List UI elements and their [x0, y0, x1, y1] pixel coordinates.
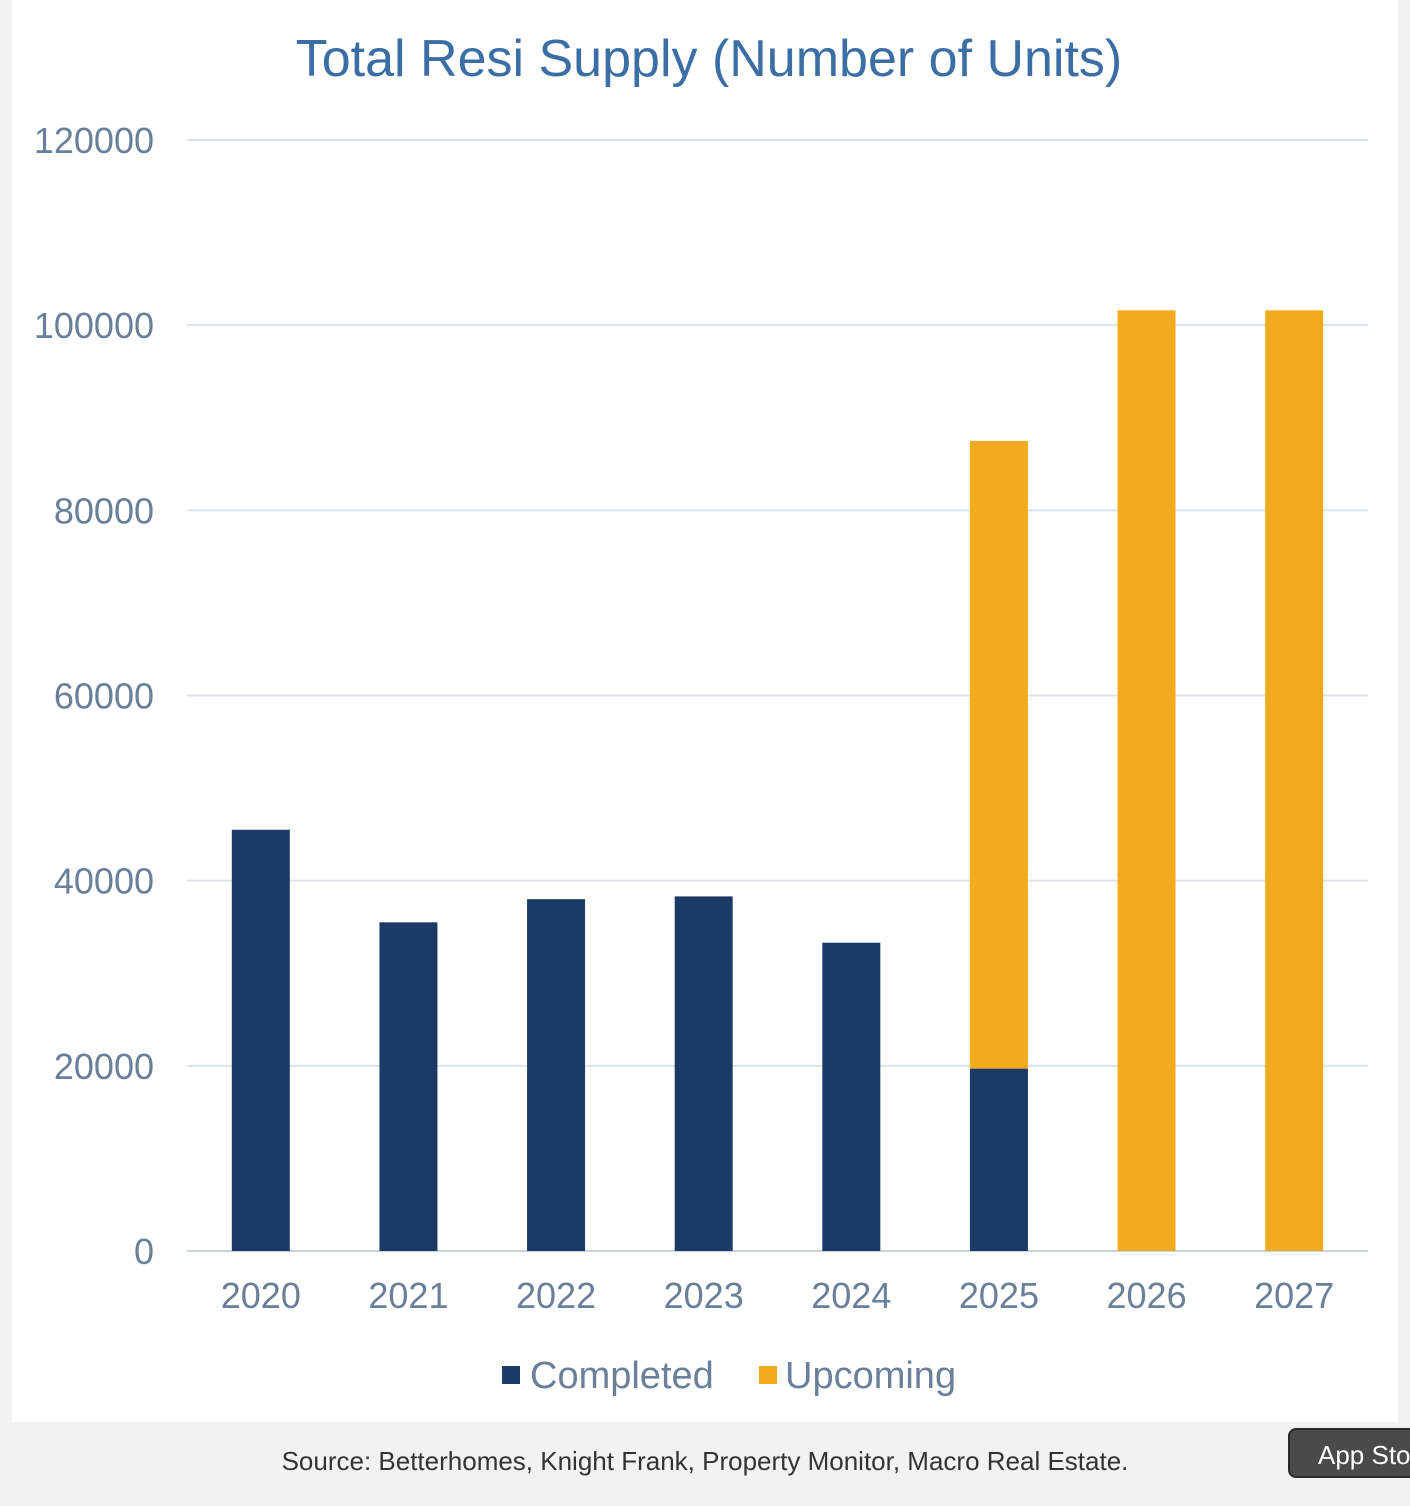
legend-label-completed: Completed	[530, 1355, 714, 1397]
x-tick-label: 2022	[516, 1275, 596, 1316]
bar-upcoming-2026	[1117, 310, 1176, 1251]
legend-label-upcoming: Upcoming	[785, 1355, 956, 1397]
y-tick-label: 120000	[34, 120, 154, 161]
y-tick-label: 40000	[54, 861, 154, 902]
y-tick-label: 0	[134, 1231, 154, 1272]
legend-swatch-completed	[502, 1366, 520, 1384]
x-tick-label: 2026	[1107, 1275, 1187, 1316]
bar-upcoming-2027	[1265, 310, 1324, 1251]
x-tick-label: 2020	[221, 1275, 301, 1316]
bar-completed-2021	[379, 922, 438, 1251]
bar-upcoming-2025	[969, 440, 1028, 1069]
x-tick-label: 2023	[664, 1275, 744, 1316]
y-tick-label: 60000	[54, 676, 154, 717]
chart-svg: Total Resi Supply (Number of Units) 0 2000…	[34, 30, 1368, 1397]
app-store-label: App Store	[1318, 1440, 1410, 1470]
x-tick-label: 2025	[959, 1275, 1039, 1316]
y-tick-label: 80000	[54, 490, 154, 531]
y-tick-label: 20000	[54, 1046, 154, 1087]
bar-completed-2025	[969, 1068, 1028, 1251]
y-tick-label: 100000	[34, 305, 154, 346]
bar-completed-2022	[527, 899, 586, 1251]
bar-completed-2024	[822, 942, 881, 1251]
bar-completed-2020	[231, 829, 290, 1251]
x-tick-label: 2027	[1254, 1275, 1334, 1316]
legend-swatch-upcoming	[759, 1366, 777, 1384]
chart-card: Total Resi Supply (Number of Units) 0 2000…	[12, 0, 1398, 1422]
bar-completed-2023	[674, 896, 733, 1251]
x-tick-label: 2021	[368, 1275, 448, 1316]
source-caption: Source: Betterhomes, Knight Frank, Prope…	[281, 1446, 1129, 1476]
app-store-tooltip[interactable]: App Store	[1288, 1428, 1410, 1478]
chart-title: Total Resi Supply (Number of Units)	[296, 30, 1123, 88]
x-tick-label: 2024	[811, 1275, 891, 1316]
